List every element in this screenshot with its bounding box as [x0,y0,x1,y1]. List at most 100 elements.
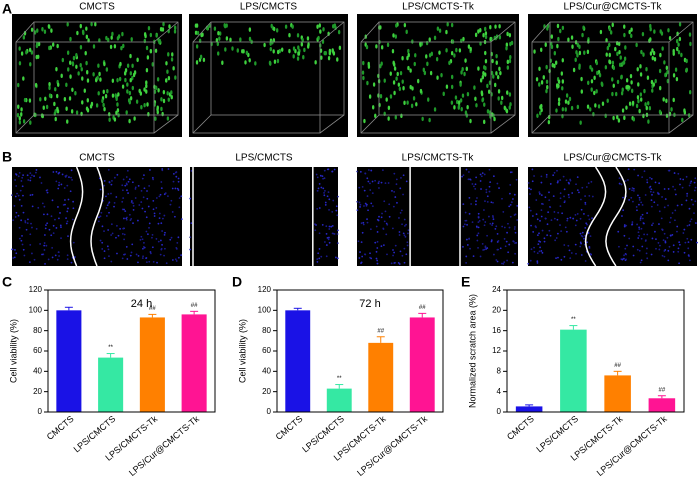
cell [675,76,679,82]
nucleus [508,205,511,208]
nucleus [331,170,334,173]
nucleus [541,229,544,232]
cell [103,61,106,67]
nucleus [43,249,46,251]
nucleus [405,253,408,256]
nucleus [496,182,499,185]
nucleus [161,169,164,172]
nucleus [138,204,141,206]
cell [459,98,463,103]
cell [316,24,319,29]
nucleus [331,225,334,227]
cell [497,89,501,94]
cell [145,45,149,51]
cell [319,29,322,34]
nucleus [132,202,134,205]
cell [166,69,169,74]
nucleus [626,244,628,247]
nucleus [327,191,330,194]
nucleus [376,218,379,221]
nucleus [467,178,470,181]
cell [48,45,51,51]
cell [29,62,32,67]
nucleus [45,244,48,247]
nucleus [358,201,361,204]
x-tick-label: LPS/Cur@CMCTS-Tk [127,413,201,478]
cell [586,104,590,109]
cube-edge [153,114,179,134]
nucleus [529,259,532,262]
cell [54,116,57,122]
nucleus [674,209,677,212]
y-tick-label: 24 [492,285,501,294]
nucleus [685,199,688,202]
nucleus [694,186,697,189]
cell [114,93,117,98]
nucleus [650,205,653,208]
cell [124,77,127,83]
cell [30,27,34,32]
nucleus [57,206,59,208]
cell [28,98,32,103]
nucleus [176,187,179,190]
cell [102,89,105,94]
cell [81,100,84,105]
nucleus [462,245,464,248]
x-tick-label: LPS/CMCTS [534,414,580,455]
cell [544,42,547,47]
nucleus [366,177,369,180]
cell [540,107,543,113]
cell [407,52,410,58]
nucleus [474,187,477,190]
bar [139,317,165,412]
cell [450,84,454,90]
cell [194,30,198,35]
nucleus [553,211,556,213]
nucleus [65,217,67,220]
nucleus [48,228,51,231]
nucleus [318,248,321,250]
nucleus [21,176,24,179]
nucleus [130,251,133,254]
cell [685,67,689,72]
cell [668,35,672,41]
cell [660,31,664,36]
cell [28,47,32,53]
cell [18,61,22,66]
cell [639,64,642,69]
nucleus [674,188,677,191]
nucleus [663,255,666,258]
cell [645,105,648,111]
cell [20,107,23,112]
nucleus [70,176,72,179]
nucleus [148,222,151,225]
nucleus [538,191,541,194]
cell [636,95,640,100]
nucleus [559,205,562,208]
cell [47,24,51,29]
bar [56,310,82,412]
nucleus [29,244,32,246]
nucleus [125,176,128,178]
plot-frame [506,289,685,413]
nucleus [148,260,151,263]
nucleus [31,226,33,229]
y-tick-label: 12 [492,346,501,355]
nucleus [12,219,15,222]
cell [612,115,615,121]
cell [450,22,454,28]
nucleus [137,254,140,257]
nucleus [105,207,108,209]
cell [42,105,45,110]
cell [108,112,111,117]
cell [481,75,485,80]
nucleus [576,189,579,192]
nucleus [640,215,642,218]
nucleus [663,250,666,252]
nucleus [159,253,162,256]
nucleus [22,211,25,214]
cell [498,35,502,40]
nucleus [158,195,161,198]
nucleus [514,231,517,234]
y-axis-label: Cell viability (%) [237,319,247,383]
